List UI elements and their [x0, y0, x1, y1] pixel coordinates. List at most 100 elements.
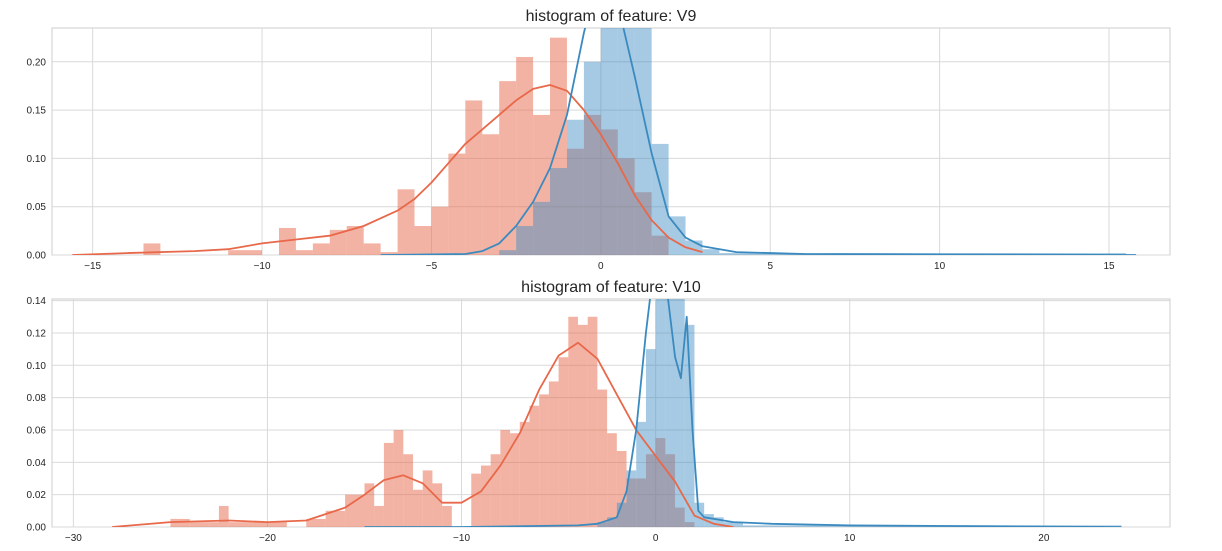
v10-chart-title: histogram of feature: V10 [521, 279, 701, 296]
v10-histogram-bar [539, 394, 549, 527]
v10-x-tick-label: −20 [259, 533, 276, 544]
v9-histogram-bar [550, 37, 567, 255]
v10-histogram-bar [645, 454, 656, 527]
v9-histogram-bar [295, 250, 313, 255]
v9-histogram-bar [566, 148, 584, 255]
v9-histogram-bar [617, 158, 635, 255]
v9-x-tick-label: 10 [934, 261, 946, 272]
v10-histogram-bar [616, 451, 627, 527]
v10-histogram-bar [218, 505, 229, 527]
v10-histogram-bar [607, 433, 617, 527]
v9-histogram-bar [312, 243, 330, 255]
v10-histogram-bar [529, 405, 540, 527]
v10-histogram-bar [306, 518, 326, 527]
v9-x-tick-label: 0 [598, 261, 604, 272]
v9-histogram-bar [143, 243, 161, 255]
v10-histogram-bar [170, 518, 190, 527]
v9-histogram-bar [380, 252, 398, 255]
v10-histogram-bar [393, 429, 404, 527]
v10-histogram-bar [248, 522, 287, 527]
v9-histogram-bar [278, 227, 296, 255]
v9-histogram-bar [516, 226, 534, 255]
v9-histogram-bar [465, 100, 483, 255]
v10-histogram-bar [500, 429, 511, 527]
v10-histogram-bar [228, 522, 249, 527]
v10-histogram-bar [636, 478, 646, 527]
v9-x-tick-label: 15 [1103, 261, 1115, 272]
v10-histogram-bar [548, 381, 559, 527]
v10-histogram-bar [325, 510, 346, 527]
v9-y-tick-label: 0.20 [27, 57, 47, 68]
v10-y-tick-label: 0.12 [27, 328, 47, 339]
v10-histogram-bar [587, 316, 598, 527]
v9-chart-title: histogram of feature: V9 [526, 8, 697, 25]
v10-histogram-bar [364, 483, 375, 527]
v9-histogram-bar [583, 61, 601, 255]
v9-histogram-bar [499, 81, 517, 255]
v10-histogram-bar [413, 489, 423, 527]
v10-x-tick-label: 0 [653, 533, 659, 544]
v10-histogram-bar [558, 357, 569, 527]
v9-histogram-bar [482, 134, 500, 255]
v10-histogram-bar [403, 454, 414, 527]
v10-histogram-bar [568, 316, 579, 527]
v10-x-tick-label: −30 [65, 533, 82, 544]
v9-histogram-panel: −15 −10 −5 0 5 10 15 0.00 0.05 0.10 0.15 0.20 hist… [27, 8, 1171, 272]
v9-histogram-bar [329, 229, 347, 255]
v10-histogram-bar [374, 505, 384, 527]
v10-y-tick-labels: 0.00 0.02 0.04 0.06 0.08 0.10 0.12 0.14 [27, 296, 47, 533]
v10-kde-curve [364, 299, 1122, 527]
v10-histogram-bar [442, 505, 452, 527]
v10-kde-lines [112, 299, 1122, 527]
v10-histogram-bar [723, 522, 743, 527]
v9-kde-curve [380, 28, 1137, 255]
v9-histogram-bar [600, 28, 618, 255]
v9-x-tick-label: 5 [767, 261, 773, 272]
v9-histogram-bar [617, 28, 635, 255]
v10-histogram-bar [189, 522, 210, 527]
v9-histogram-bar [499, 250, 517, 255]
v9-histogram-bar [600, 129, 618, 255]
v9-histogram-bar [702, 249, 720, 255]
v10-histogram-bar [626, 470, 637, 527]
v10-bars [170, 299, 1122, 527]
v10-histogram-bar [616, 502, 627, 527]
v10-histogram-bar [432, 483, 443, 527]
v10-histogram-bar [345, 494, 365, 527]
v9-histogram-bar [448, 153, 466, 255]
v9-y-tick-labels: 0.00 0.05 0.10 0.15 0.20 [27, 57, 47, 261]
v9-histogram-bar [583, 114, 601, 255]
v10-histogram-bar [383, 442, 394, 527]
v9-x-tick-label: −10 [254, 261, 271, 272]
v9-y-tick-label: 0.10 [27, 154, 47, 165]
v10-x-tick-label: −10 [453, 533, 470, 544]
v10-histogram-bar [471, 473, 481, 527]
v10-histogram-bar [519, 421, 530, 527]
v9-histogram-bar [634, 192, 652, 255]
v9-histogram-bar [651, 235, 669, 255]
v9-y-tick-label: 0.05 [27, 202, 47, 213]
v10-histogram-bar [636, 421, 646, 527]
v10-histogram-bar [510, 433, 520, 527]
v10-histogram-bar [645, 349, 656, 527]
v10-histogram-bar [675, 507, 685, 527]
v9-histogram-bar [363, 243, 381, 255]
v10-histogram-bar [665, 299, 676, 527]
v10-histogram-bar [209, 522, 219, 527]
v10-histogram-bar [655, 299, 666, 527]
v10-x-tick-labels: −30 −20 −10 0 10 20 [65, 533, 1050, 544]
v10-y-tick-label: 0.10 [27, 361, 47, 372]
v9-histogram-bar [346, 226, 364, 255]
v9-bars [143, 28, 1126, 255]
v9-x-tick-label: −5 [426, 261, 438, 272]
v10-histogram-bar [675, 299, 685, 527]
v10-y-tick-label: 0.14 [27, 296, 47, 307]
v9-x-gridlines [92, 28, 1110, 255]
v10-y-tick-label: 0.02 [27, 490, 47, 501]
v10-histogram-bar [684, 522, 695, 527]
v10-y-tick-label: 0.04 [27, 458, 47, 469]
v10-y-tick-label: 0.06 [27, 425, 47, 436]
v10-histogram-bar [597, 522, 608, 527]
v9-histogram-bar [414, 226, 432, 255]
